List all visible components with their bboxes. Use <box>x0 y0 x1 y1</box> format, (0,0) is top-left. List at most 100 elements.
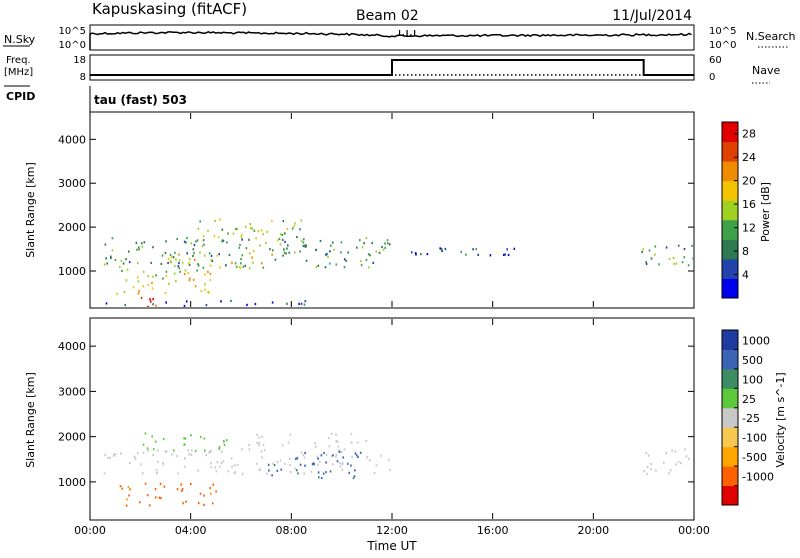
velocity-echo-cell <box>260 450 263 453</box>
power-colorbar-label: Power [dB] <box>759 182 772 242</box>
power-echo-cell <box>185 300 188 303</box>
power-echo-cell <box>194 258 196 261</box>
power-echo-cell <box>186 252 188 255</box>
velocity-echo-cell <box>194 449 197 453</box>
velocity-echo-cell <box>137 452 139 455</box>
velocity-colorbar-tick-label: 500 <box>742 354 763 367</box>
velocity-echo-cell <box>267 463 270 466</box>
power-colorbar-tick-label: 12 <box>742 222 756 235</box>
velocity-echo-cell <box>258 444 260 447</box>
velocity-echo-cell <box>181 488 184 491</box>
power-echo-cell <box>365 237 368 240</box>
power-echo-cell <box>240 262 242 265</box>
velocity-echo-cell <box>284 462 286 465</box>
power-echo-cell <box>165 301 167 304</box>
power-echo-cell <box>168 282 170 285</box>
velocity-echo-cell <box>366 456 368 459</box>
power-echo-cell <box>347 251 349 254</box>
velocity-echo-cell <box>655 469 657 472</box>
power-colorbar-segment <box>722 258 738 279</box>
power-echo-cell <box>214 219 216 222</box>
velocity-echo-cell <box>162 463 165 466</box>
velocity-echo-cell <box>310 470 313 473</box>
power-echo-cell <box>147 305 149 307</box>
power-echo-cell <box>194 285 197 288</box>
power-echo-cell <box>324 266 327 269</box>
power-echo-cell <box>332 241 334 244</box>
velocity-echo-cell <box>140 463 142 466</box>
velocity-echo-cell <box>281 444 284 447</box>
power-echo-cell <box>128 250 130 253</box>
power-echo-cell <box>244 264 247 267</box>
power-echo-cell <box>281 238 284 241</box>
power-echo-cell <box>142 285 145 288</box>
velocity-echo-cell <box>258 442 261 445</box>
velocity-echo-cell <box>266 472 268 475</box>
power-echo-cell <box>410 251 413 254</box>
power-echo-cell <box>330 244 332 247</box>
power-echo-cell <box>174 265 176 268</box>
power-echo-cell <box>683 256 686 259</box>
power-echo-cell <box>251 227 254 230</box>
power-echo-cell <box>242 265 245 268</box>
power-echo-cell <box>293 225 295 228</box>
x-tick-label: 12:00 <box>376 524 408 537</box>
power-echo-cell <box>284 232 286 235</box>
velocity-echo-cell <box>341 462 344 465</box>
power-echo-cell <box>140 296 143 300</box>
power-echo-cell <box>672 256 675 259</box>
power-echo-cell <box>142 270 145 273</box>
power-echo-cell <box>302 245 305 248</box>
velocity-echo-cell <box>389 468 391 471</box>
power-echo-cell <box>692 257 693 260</box>
power-echo-cell <box>248 238 250 241</box>
velocity-echo-cell <box>210 466 212 469</box>
velocity-echo-cell <box>325 453 328 456</box>
power-echo-cell <box>252 261 254 264</box>
power-echo-cell <box>219 218 221 221</box>
power-echo-cell <box>272 249 274 252</box>
power-echo-cell <box>254 302 257 306</box>
velocity-echo-cell <box>343 448 346 451</box>
velocity-echo-cell <box>684 448 686 451</box>
velocity-echo-cell <box>204 449 206 452</box>
power-echo-cell <box>226 241 228 244</box>
power-echo-cell <box>210 259 213 262</box>
velocity-echo-cell <box>663 461 665 464</box>
power-echo-cell <box>188 261 190 264</box>
power-echo-cell <box>123 290 126 294</box>
velocity-echo-cell <box>210 492 212 495</box>
power-echo-cell <box>386 239 389 242</box>
power-echo-cell <box>372 261 375 264</box>
velocity-echo-cell <box>289 464 291 467</box>
power-echo-cell <box>177 265 180 268</box>
power-echo-cell <box>203 243 205 246</box>
power-echo-cell <box>135 241 138 244</box>
power-echo-cell <box>305 244 307 247</box>
velocity-echo-cell <box>303 472 305 475</box>
velocity-echo-cell <box>685 455 688 458</box>
velocity-echo-cell <box>216 460 219 464</box>
velocity-echo-cell <box>127 485 130 488</box>
power-echo-cell <box>654 253 656 256</box>
power-echo-cell <box>137 280 140 283</box>
velocity-echo-cell <box>318 476 320 479</box>
velocity-echo-cell <box>331 432 333 435</box>
power-echo-cell <box>315 248 317 251</box>
power-echo-cell <box>367 253 370 256</box>
velocity-echo-cell <box>256 462 258 465</box>
power-echo-cell <box>202 239 205 242</box>
velocity-x-ticks: 00:00 04:00 08:00 12:00 16:00 20:00 00:00 <box>74 319 710 537</box>
velocity-echo-cell <box>148 504 151 507</box>
power-echo-cell <box>138 290 140 293</box>
power-echo-cell <box>138 248 140 251</box>
velocity-echo-cell <box>164 450 167 453</box>
power-echo-cell <box>300 219 303 222</box>
velocity-echo-cell <box>272 462 274 465</box>
power-echo-cell <box>208 252 211 255</box>
power-echo-cell <box>202 266 205 269</box>
power-echo-cell <box>105 257 107 260</box>
power-echo-cell <box>687 264 690 267</box>
power-colorbar-segment <box>722 180 738 201</box>
velocity-echo-cell <box>320 476 323 480</box>
